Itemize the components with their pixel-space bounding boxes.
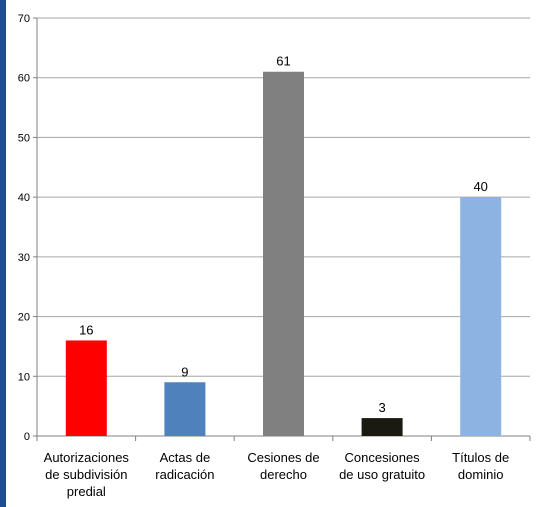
category-label: dominio xyxy=(458,467,504,482)
y-tick-labels: 0 10 20 30 40 50 60 70 xyxy=(18,13,30,443)
category-label: derecho xyxy=(260,467,307,482)
y-tick-label: 70 xyxy=(18,13,30,25)
category-label: Títulos de xyxy=(452,450,509,465)
data-label: 3 xyxy=(378,400,385,415)
y-tick-label: 20 xyxy=(18,312,30,324)
y-tick-label: 40 xyxy=(18,192,30,204)
category-label: Autorizaciones xyxy=(44,450,130,465)
bar xyxy=(263,71,304,436)
category-label: Cesiones de xyxy=(247,450,319,465)
bar xyxy=(361,418,403,436)
category-label: de subdivisión xyxy=(45,467,127,482)
category-label: predial xyxy=(67,484,106,499)
y-tick-label: 10 xyxy=(18,371,30,383)
y-tick-label: 60 xyxy=(18,73,30,85)
bar xyxy=(460,197,502,436)
data-label: 9 xyxy=(181,364,188,379)
bar xyxy=(65,340,107,436)
data-labels: 16 9 61 3 40 xyxy=(79,54,488,415)
x-category-labels: Autorizaciones de subdivisión predial Actas… xyxy=(44,450,510,499)
frame-left-border xyxy=(0,0,6,507)
category-label: radicación xyxy=(155,467,214,482)
y-tick-label: 0 xyxy=(24,431,30,443)
category-label: de uso gratuito xyxy=(339,467,425,482)
y-tick-label: 50 xyxy=(18,132,30,144)
category-label: Concesiones xyxy=(345,450,421,465)
category-label: Actas de xyxy=(160,450,211,465)
bar xyxy=(164,382,206,436)
data-label: 61 xyxy=(276,54,290,69)
gridlines xyxy=(37,17,530,377)
bars xyxy=(65,71,502,436)
y-tick-label: 30 xyxy=(18,252,30,264)
data-label: 16 xyxy=(79,322,93,337)
data-label: 40 xyxy=(473,179,487,194)
